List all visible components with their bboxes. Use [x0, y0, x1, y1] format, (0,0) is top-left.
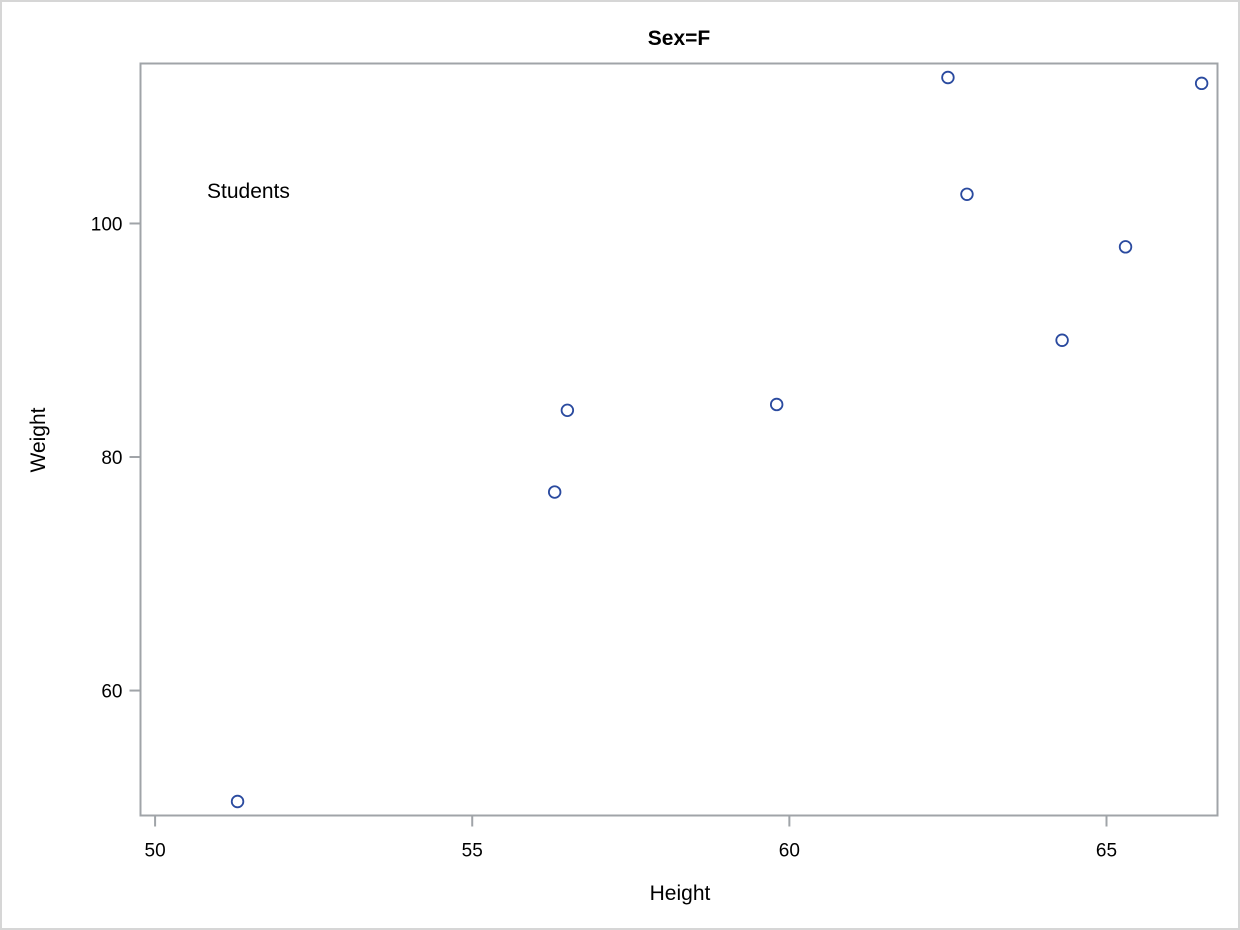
data-point-marker — [547, 485, 562, 499]
data-points — [230, 70, 1209, 809]
x-tick-label: 60 — [779, 841, 800, 862]
y-axis: 60 80 100 — [91, 214, 141, 703]
y-tick-label: 100 — [91, 214, 123, 235]
data-point-marker — [1055, 333, 1069, 347]
x-axis-label: Height — [650, 882, 711, 905]
plot-frame — [139, 62, 1219, 817]
data-point-marker — [1118, 240, 1133, 254]
x-tick-label: 50 — [145, 841, 166, 862]
y-tick-label: 60 — [101, 682, 122, 703]
chart-title: Sex=F — [648, 27, 711, 50]
y-tick-label: 80 — [101, 448, 122, 469]
data-point-marker — [941, 70, 955, 85]
annotation-students: Students — [207, 180, 290, 203]
x-tick-label: 65 — [1096, 841, 1117, 862]
x-axis: 50 55 60 65 — [145, 815, 1117, 862]
data-point-marker — [769, 397, 784, 412]
data-point-marker — [1194, 76, 1209, 91]
data-point-marker — [560, 403, 575, 418]
data-point-marker — [230, 794, 245, 809]
y-axis-label: Weight — [27, 407, 50, 472]
x-tick-label: 55 — [462, 841, 483, 862]
data-point-marker — [960, 187, 974, 201]
